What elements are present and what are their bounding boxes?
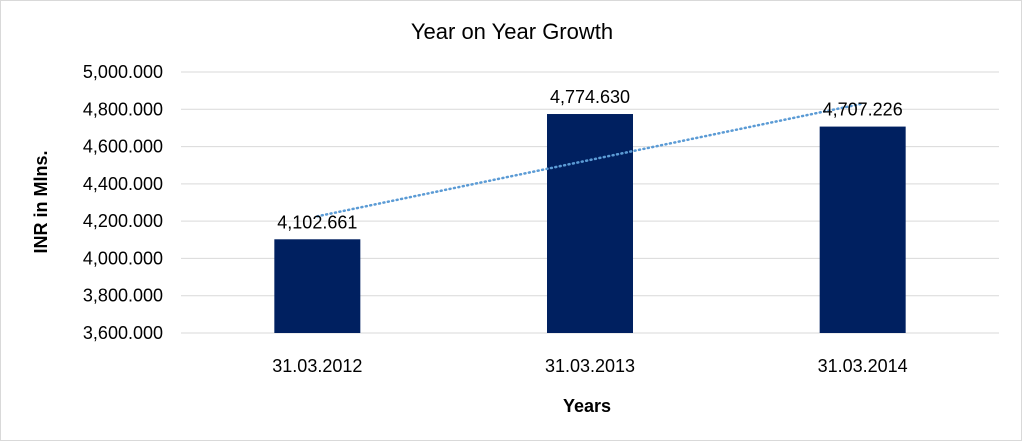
x-axis-title: Years (563, 396, 611, 416)
trendline (316, 102, 864, 218)
data-labels: 4,102.661 4,774.630 4,707.226 (277, 87, 902, 232)
data-label: 4,707.226 (823, 100, 903, 120)
x-tick-label: 31.03.2012 (272, 356, 362, 376)
y-tick-label: 4,000.000 (83, 248, 163, 268)
data-label: 4,774.630 (550, 87, 630, 107)
y-tick-label: 4,600.000 (83, 137, 163, 157)
y-tick-label: 4,200.000 (83, 211, 163, 231)
trendline-layer (316, 102, 864, 218)
y-tick-label: 4,400.000 (83, 174, 163, 194)
bar (547, 114, 633, 333)
x-tick-label: 31.03.2014 (818, 356, 908, 376)
x-axis-ticks: 31.03.2012 31.03.2013 31.03.2014 (272, 356, 907, 376)
data-label: 4,102.661 (277, 212, 357, 232)
bar (274, 239, 361, 333)
y-tick-label: 5,000.000 (83, 62, 163, 82)
chart-title: Year on Year Growth (411, 19, 613, 44)
bars (274, 114, 906, 333)
x-tick-label: 31.03.2013 (545, 356, 635, 376)
y-tick-label: 3,600.000 (83, 323, 163, 343)
y-axis-title: INR in Mlns. (31, 151, 51, 254)
bar (819, 126, 906, 333)
y-tick-label: 3,800.000 (83, 286, 163, 306)
y-axis-ticks: 3,600.000 3,800.000 4,000.000 4,200.000 4,40… (83, 62, 163, 343)
y-tick-label: 4,800.000 (83, 99, 163, 119)
